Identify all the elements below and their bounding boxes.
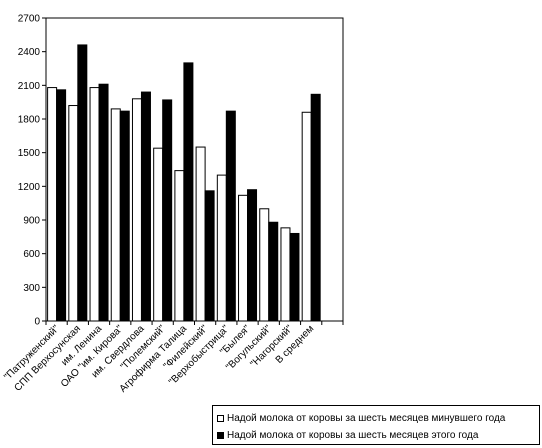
bar-previous-year — [89, 87, 100, 322]
bar-current-year — [119, 110, 130, 322]
y-tick-label: 0 — [34, 317, 40, 328]
bar-current-year — [98, 83, 109, 322]
bar-current-year — [183, 62, 194, 322]
y-tick-label: 900 — [23, 216, 40, 227]
bar-previous-year — [259, 208, 270, 322]
bar-current-year — [310, 93, 321, 322]
y-tick-label: 300 — [23, 283, 40, 294]
bar-previous-year — [174, 170, 185, 322]
y-tick-label: 2100 — [18, 81, 41, 92]
bar-current-year — [77, 44, 88, 322]
y-tick-label: 2700 — [18, 14, 41, 25]
legend-swatch-previous-year — [217, 414, 224, 422]
bar-previous-year — [195, 146, 206, 322]
legend-item-current-year: Надой молока от коровы за шесть месяцев … — [217, 428, 478, 442]
bar-previous-year — [301, 111, 312, 322]
legend-swatch-current-year — [217, 431, 224, 439]
bar-current-year — [56, 89, 67, 322]
y-axis: 0 300 600 900 1200 1500 1800 2100 2400 2700 — [18, 14, 46, 328]
bar-previous-year — [153, 147, 164, 322]
legend: Надой молока от коровы за шесть месяцев … — [212, 405, 540, 445]
legend-item-previous-year: Надой молока от коровы за шесть месяцев … — [217, 411, 505, 425]
bar-current-year — [225, 110, 236, 322]
bars — [47, 44, 321, 322]
bar-previous-year — [131, 98, 142, 322]
y-tick-label: 600 — [23, 249, 40, 260]
y-tick-label: 1200 — [18, 182, 41, 193]
bar-previous-year — [280, 227, 291, 322]
bar-previous-year — [68, 105, 79, 322]
bar-previous-year — [238, 194, 249, 322]
legend-label-previous-year: Надой молока от коровы за шесть месяцев … — [227, 412, 506, 424]
y-tick-label: 2400 — [18, 47, 41, 58]
bar-current-year — [247, 189, 258, 322]
y-tick-label: 1500 — [18, 148, 41, 159]
bar-current-year — [268, 221, 279, 322]
bar-previous-year — [47, 87, 58, 322]
bar-current-year — [162, 99, 173, 322]
bar-previous-year — [216, 174, 227, 322]
y-tick-label: 1800 — [18, 115, 41, 126]
bar-current-year — [289, 232, 300, 322]
bar-previous-year — [110, 108, 121, 322]
bar-current-year — [140, 91, 151, 322]
bar-current-year — [204, 190, 215, 322]
legend-label-current-year: Надой молока от коровы за шесть месяцев … — [227, 429, 479, 441]
